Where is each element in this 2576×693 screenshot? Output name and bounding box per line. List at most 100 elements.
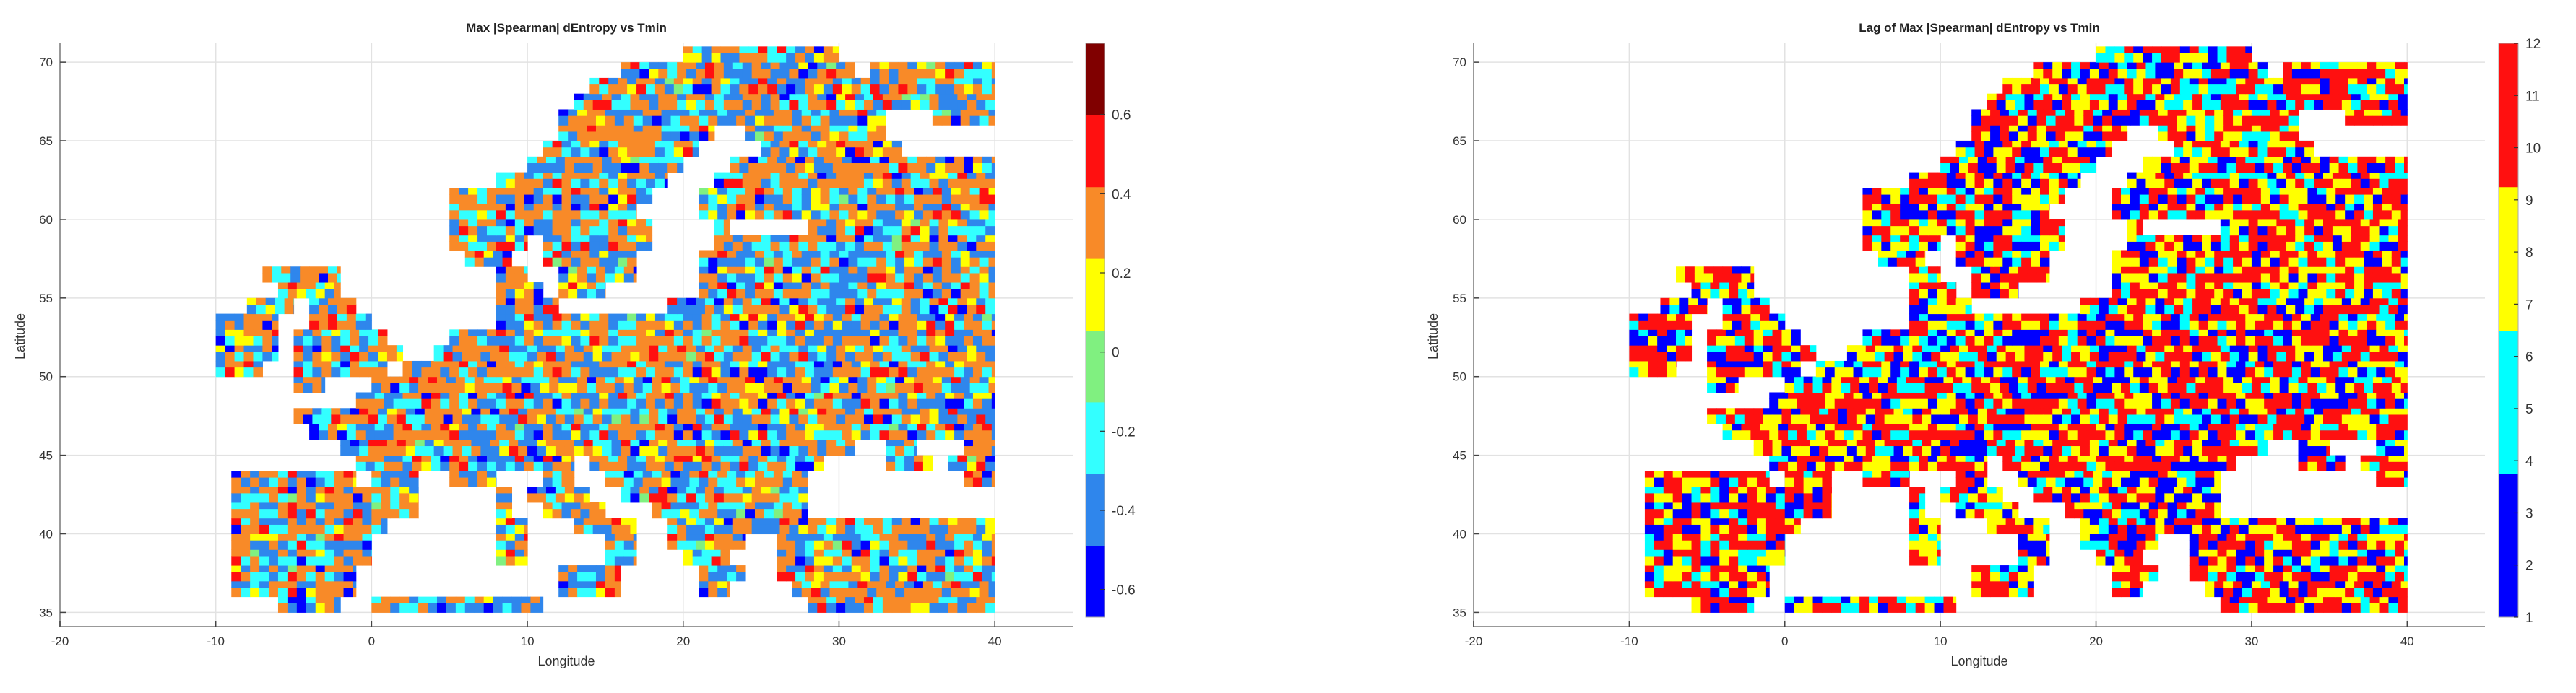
heatmap-cell: [468, 471, 478, 478]
heatmap-cell: [991, 398, 995, 409]
heatmap-cell: [2145, 524, 2156, 535]
heatmap-cell: [1974, 508, 1984, 519]
heatmap-cell: [524, 461, 535, 471]
heatmap-cell: [873, 141, 883, 148]
heatmap-cell: [621, 487, 631, 494]
heatmap-cell: [848, 250, 858, 258]
heatmap-cell: [571, 147, 581, 157]
heatmap-cell: [664, 367, 675, 378]
heatmap-cell: [938, 219, 948, 227]
heatmap-cell: [761, 147, 771, 157]
heatmap-cell: [371, 487, 381, 494]
heatmap-cell: [583, 439, 594, 447]
heatmap-cell: [985, 461, 995, 471]
heatmap-cell: [1672, 565, 1683, 572]
heatmap-cell: [2083, 508, 2093, 519]
heatmap-cell: [826, 100, 837, 110]
heatmap-cell: [533, 178, 544, 188]
heatmap-cell: [303, 414, 313, 424]
heatmap-cell: [421, 360, 431, 368]
heatmap-cell: [571, 250, 581, 258]
heatmap-cell: [2382, 587, 2393, 598]
heatmap-cell: [882, 93, 893, 100]
heatmap-cell: [540, 383, 550, 393]
heatmap-cell: [964, 571, 974, 582]
heatmap-cell: [723, 172, 734, 179]
heatmap-cell: [907, 392, 917, 399]
heatmap-cell: [502, 596, 513, 603]
heatmap-cell: [250, 508, 260, 519]
heatmap-cell: [739, 360, 749, 368]
heatmap-cell: [895, 439, 905, 447]
heatmap-cell: [857, 257, 868, 267]
heatmap-cell: [764, 376, 774, 383]
heatmap-cell: [932, 204, 943, 211]
heatmap-cell: [2248, 518, 2259, 525]
heatmap-cell: [1825, 455, 1836, 462]
heatmap-cell: [537, 414, 547, 424]
heatmap-cell: [259, 533, 269, 541]
heatmap-cell: [315, 596, 326, 603]
heatmap-cell: [2264, 540, 2274, 550]
heatmap-cell: [901, 524, 912, 535]
heatmap-cell: [761, 439, 771, 447]
heatmap-cell: [770, 445, 780, 456]
heatmap-cell: [1654, 508, 1664, 519]
heatmap-cell: [496, 241, 506, 251]
heatmap-cell: [851, 533, 862, 541]
heatmap-cell: [680, 116, 690, 126]
heatmap-cell: [552, 304, 559, 315]
heatmap-cell: [2099, 487, 2109, 494]
heatmap-cell: [496, 172, 506, 179]
heatmap-cell: [1672, 492, 1683, 503]
heatmap-cell: [2036, 549, 2047, 557]
heatmap-cell: [1943, 603, 1953, 613]
heatmap-cell: [399, 471, 410, 478]
heatmap-cell: [287, 565, 298, 572]
heatmap-cell: [1822, 477, 1832, 487]
heatmap-cell: [967, 524, 977, 535]
heatmap-cell: [1996, 492, 2003, 503]
heatmap-cell: [720, 360, 730, 368]
heatmap-cell: [518, 351, 528, 362]
heatmap-cell: [459, 424, 469, 431]
heatmap-cell: [2139, 565, 2150, 572]
heatmap-cell: [789, 62, 799, 69]
heatmap-cell: [514, 424, 525, 431]
heatmap-cell: [817, 518, 827, 525]
heatmap-cell: [2267, 603, 2277, 613]
heatmap-cell: [845, 603, 855, 613]
heatmap-cell: [991, 571, 995, 582]
heatmap-cell: [303, 367, 313, 378]
heatmap-cell: [627, 84, 637, 95]
heatmap-cell: [234, 320, 245, 330]
heatmap-cell: [851, 156, 862, 164]
heatmap-cell: [739, 398, 749, 409]
heatmap-cell: [954, 549, 964, 557]
heatmap-cell: [686, 487, 696, 494]
heatmap-cell: [1663, 502, 1674, 510]
heatmap-cell: [808, 93, 818, 100]
heatmap-cell: [982, 555, 993, 566]
heatmap-cell: [988, 272, 995, 283]
heatmap-cell: [801, 580, 812, 588]
heatmap-cell: [293, 408, 303, 415]
heatmap-cell: [727, 571, 737, 582]
heatmap-cell: [524, 320, 535, 330]
heatmap-cell: [826, 439, 837, 447]
heatmap-cell: [353, 508, 363, 519]
heatmap-cell: [595, 580, 606, 588]
heatmap-cell: [277, 518, 288, 525]
heatmap-cell: [767, 320, 777, 330]
heatmap-cell: [1672, 555, 1683, 566]
heatmap-cell: [337, 266, 341, 274]
heatmap-cell: [720, 398, 730, 409]
heatmap-cell: [1682, 565, 1693, 572]
heatmap-cell: [836, 603, 846, 613]
heatmap-cell: [2205, 508, 2215, 519]
heatmap-cell: [967, 93, 977, 100]
heatmap-cell: [2112, 580, 2122, 588]
heatmap-cell: [901, 93, 912, 100]
heatmap-cell: [2108, 487, 2119, 494]
heatmap-cell: [951, 282, 961, 289]
